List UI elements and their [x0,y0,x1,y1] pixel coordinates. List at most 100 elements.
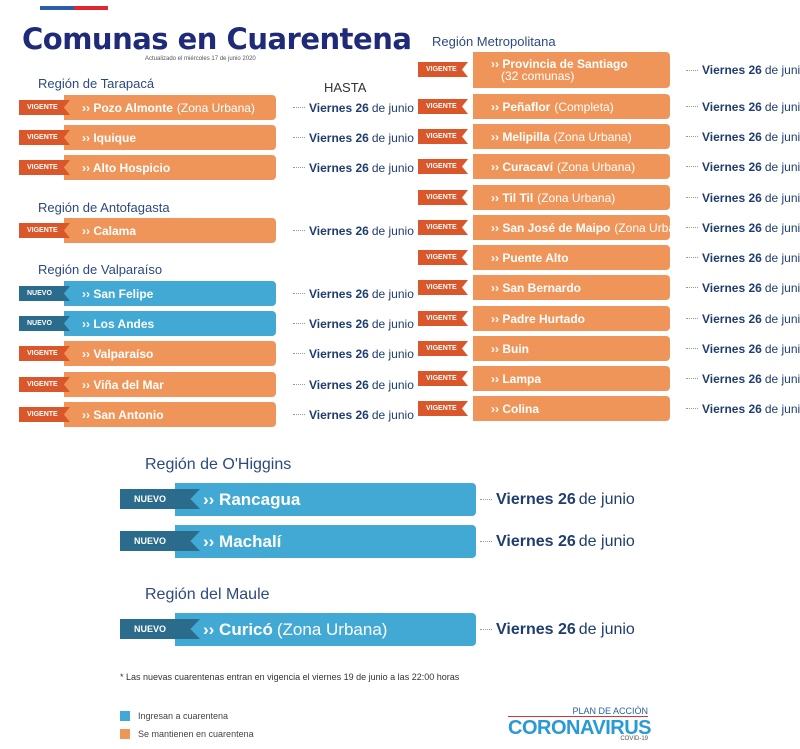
end-date-day: Viernes 26 [702,99,762,114]
commune-bar: ›› Melipilla (Zona Urbana) [473,124,670,149]
commune-bar: ›› Curacaví (Zona Urbana) [473,154,670,179]
end-date-day: Viernes 26 [702,311,762,326]
footnote: * Las nuevas cuarentenas entran en vigen… [120,672,460,682]
status-tag: VIGENTE [418,341,468,356]
quarantine-row: VIGENTE ›› San Bernardo Viernes 26 de jun… [418,275,800,300]
end-date-month: de junio [578,532,635,550]
commune-detail: (Zona Urbana) [276,619,388,639]
end-date-day: Viernes 26 [496,490,576,508]
commune-name: ›› Rancagua [203,489,301,509]
commune-bar: ›› Til Til (Zona Urbana) [473,185,670,210]
quarantine-row: VIGENTE ›› Calama Viernes 26 de junio [19,218,433,243]
end-date-month: de junio [764,250,800,265]
quarantine-row: VIGENTE ›› Alto Hospicio Viernes 26 de ju… [19,155,433,180]
status-tag: VIGENTE [418,250,468,265]
commune-bar: ›› Los Andes [64,311,276,336]
quarantine-row: VIGENTE ›› Melipilla (Zona Urbana) Vierne… [418,124,800,149]
legend-label: Ingresan a cuarentena [138,711,229,721]
end-date-month: de junio [371,160,414,175]
commune-name: ›› Lampa [491,371,542,386]
status-tag: VIGENTE [19,100,70,115]
status-tag: VIGENTE [19,160,70,175]
commune-bar: ›› Pozo Almonte (Zona Urbana) [64,95,276,120]
commune-name: ›› Provincia de Santiago [491,57,628,71]
end-date-month: de junio [371,223,414,238]
commune-name: ›› San José de Maipo [491,220,611,235]
end-date-month: de junio [764,99,800,114]
status-tag: NUEVO [120,489,200,509]
commune-bar: ›› Rancagua [175,483,476,516]
end-date-month: de junio [764,371,800,386]
quarantine-row: VIGENTE ›› San Antonio Viernes 26 de juni… [19,402,433,427]
end-date-month: de junio [764,341,800,356]
end-date-month: de junio [764,311,800,326]
commune-name: ›› Peñaflor [491,99,551,114]
commune-name: ›› Puente Alto [491,250,569,265]
commune-name: ›› Melipilla [491,129,550,144]
quarantine-row: VIGENTE ›› Peñaflor (Completa) Viernes 26… [418,94,800,119]
end-date-day: Viernes 26 [702,250,762,265]
commune-name: ›› San Felipe [82,286,154,301]
status-tag: NUEVO [19,286,70,301]
commune-bar: ›› San José de Maipo (Zona Urbana) [473,215,692,240]
commune-bar: ›› Calama [64,218,276,243]
status-tag: VIGENTE [418,62,468,77]
commune-detail: (Zona Urbana) [553,129,632,144]
region-heading: Región de Valparaíso [38,262,163,277]
end-date-month: de junio [371,130,414,145]
hasta-label: HASTA [324,80,367,95]
end-date-month: de junio [578,490,635,508]
end-date-day: Viernes 26 [702,371,762,386]
region-heading: Región de Tarapacá [38,76,155,91]
status-tag: VIGENTE [418,311,468,326]
end-date-month: de junio [764,129,800,144]
end-date-day: Viernes 26 [702,280,762,295]
legend-swatch-blue [120,711,130,721]
commune-bar: ›› Iquique [64,125,276,150]
end-date-month: de junio [371,286,414,301]
commune-detail: (Zona Urbana) [537,190,616,205]
commune-name: ›› San Antonio [82,407,164,422]
commune-name: ›› Padre Hurtado [491,311,586,326]
updated-date: Actualizado el miércoles 17 de junio 202… [145,56,256,62]
end-date-day: Viernes 26 [702,220,762,235]
quarantine-row: NUEVO ›› Machalí Viernes 26 de junio [120,525,635,558]
status-tag: VIGENTE [418,280,468,295]
quarantine-row: VIGENTE ›› Til Til (Zona Urbana) Viernes … [418,185,800,210]
commune-name: ›› Curicó [203,619,273,639]
status-tag: VIGENTE [418,401,468,416]
page-title: Comunas en Cuarentena [22,22,412,56]
quarantine-row: VIGENTE ›› Puente Alto Viernes 26 de juni… [418,245,800,270]
quarantine-row: VIGENTE ›› Iquique Viernes 26 de junio [19,125,433,150]
commune-bar: ›› Colina [473,396,670,421]
commune-name: ›› Alto Hospicio [82,160,171,175]
status-tag: VIGENTE [418,220,468,235]
end-date-day: Viernes 26 [496,532,576,550]
end-date-day: Viernes 26 [702,63,762,77]
commune-name: ›› Curacaví [491,159,554,174]
end-date-month: de junio [371,346,414,361]
commune-name: ›› Iquique [82,130,136,145]
commune-detail: (Zona Urbana) [614,220,693,235]
coronavirus-logo: PLAN DE ACCIÓN CORONAVIRUS COVID-19 [508,706,652,742]
status-tag: NUEVO [19,316,70,331]
end-date-day: Viernes 26 [702,190,762,205]
commune-bar: ›› Viña del Mar [64,372,276,397]
end-date-month: de junio [764,190,800,205]
legend-kept: Se mantienen en cuarentena [120,729,254,739]
logo-main: CORONAVIRUS [508,717,652,739]
status-tag: NUEVO [120,531,200,551]
